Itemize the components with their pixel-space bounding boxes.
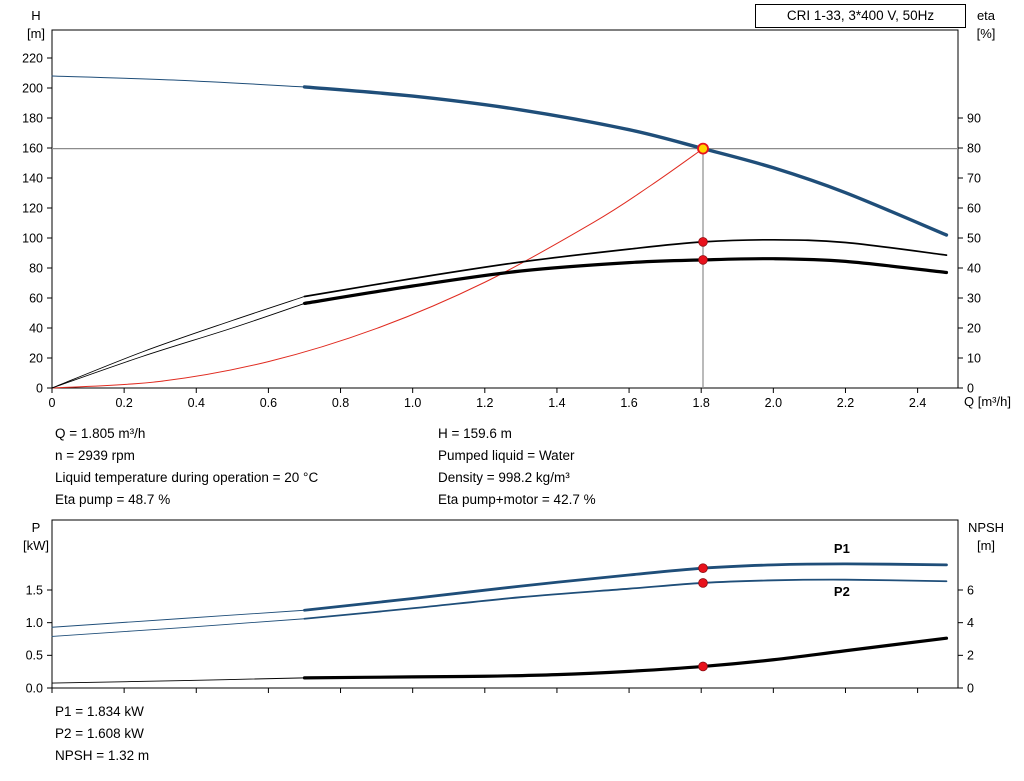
info-eta-pump: Eta pump = 48.7 % [55,492,171,507]
left-axis-tick-label: 220 [22,51,43,65]
info-p2: P2 = 1.608 kW [55,726,144,741]
left-axis-tick-label: 160 [22,141,43,155]
duty-point-marker[interactable] [697,142,709,155]
left-axis-title: H [31,8,40,23]
eta-pump-motor-operating-point-marker [698,255,708,265]
left-axis-tick-label: 80 [29,261,43,275]
info-speed: n = 2939 rpm [55,448,135,463]
x-axis-tick-label: 0 [49,396,56,410]
right-axis-tick-label: 80 [967,141,981,155]
left-axis-title: [m] [27,26,45,41]
left-axis-tick-label: 40 [29,321,43,335]
left-axis-tick-label: 180 [22,111,43,125]
qh-curve [302,85,949,237]
right-axis-title: NPSH [968,520,1004,535]
npsh-operating-point-marker [698,661,708,672]
p1-curve [303,562,948,612]
plot-area[interactable] [51,519,959,689]
x-axis-tick-label: 2.0 [765,396,782,410]
series-label-p1: P1 [834,541,850,556]
right-axis-tick-label: 90 [967,111,981,125]
right-axis-tick-label: 6 [967,583,974,597]
x-axis-tick-label: 1.8 [693,396,710,410]
left-axis-tick-label: 20 [29,351,43,365]
plot-area[interactable] [51,29,959,389]
npsh-curve [302,636,949,680]
right-axis-tick-label: 4 [967,616,974,630]
x-axis-tick-label: 0.6 [260,396,277,410]
right-axis-title: [%] [977,26,996,41]
x-axis-tick-label: 0.4 [188,396,205,410]
right-axis-tick-label: 30 [967,291,981,305]
power-npsh-chart: 0.0 0.5 1.0 1.5 0 2 4 6 P1 P2 P [kW] NPSH [m] [23,519,1004,695]
p1-operating-point-marker [698,563,708,573]
info-pumped-liquid: Pumped liquid = Water [438,448,575,463]
right-axis-tick-label: 10 [967,351,981,365]
duty-point-info-block: Q = 1.805 m³/h n = 2939 rpm Liquid tempe… [0,423,1024,515]
qh-curve-extension [51,75,305,88]
curve-legend-box: CRI 1-33, 3*400 V, 50Hz [755,4,966,28]
p2-operating-point-marker [698,578,708,588]
pump-model-label: CRI 1-33, 3*400 V, 50Hz [786,8,935,23]
left-axis-tick-label: 1.0 [26,616,43,630]
system-curve [51,148,704,389]
x-axis-tick-label: 2.2 [837,396,854,410]
left-axis-tick-label: 0 [36,381,43,395]
x-axis-tick-label: 2.4 [909,396,926,410]
left-axis-title: P [32,520,41,535]
eta-pump-extension [51,296,305,389]
right-axis-tick-label: 60 [967,201,981,215]
right-axis-title: [m] [977,538,995,553]
npsh-extension [51,677,305,684]
left-axis-tick-label: 0.5 [26,649,43,663]
x-axis-title: Q [m³/h] [964,394,1011,409]
info-eta-pump-motor: Eta pump+motor = 42.7 % [438,492,596,507]
left-axis-tick-label: 120 [22,201,43,215]
left-axis-tick-label: 0.0 [26,681,43,695]
x-axis-tick-label: 1.2 [476,396,493,410]
left-axis-tick-label: 140 [22,171,43,185]
eta-pump-curve [303,238,948,298]
info-npsh: NPSH = 1.32 m [55,748,150,763]
info-head: H = 159.6 m [438,426,512,441]
right-axis-title: eta [977,8,996,23]
info-liquid-temperature: Liquid temperature during operation = 20… [55,470,319,485]
p2-extension [51,618,305,637]
eta-pump-operating-point-marker [698,237,708,247]
right-axis-tick-label: 2 [967,649,974,663]
p1-extension [51,609,305,628]
p2-curve [303,578,948,620]
right-axis-tick-label: 0 [967,381,974,395]
right-axis-tick-label: 20 [967,321,981,335]
right-axis-tick-label: 50 [967,231,981,245]
left-axis-title: [kW] [23,538,49,553]
duty-info-left-column: Q = 1.805 m³/h n = 2939 rpm Liquid tempe… [55,423,318,511]
left-axis-tick-label: 100 [22,231,43,245]
eta-pump-motor-curve [302,257,949,305]
eta-pump-motor-extension [51,302,305,389]
series-label-p2: P2 [834,584,850,599]
x-axis-tick-label: 1.4 [548,396,565,410]
x-axis-tick-label: 0.8 [332,396,349,410]
x-axis-tick-label: 1.0 [404,396,421,410]
qh-efficiency-chart: 0 20 40 60 80 100 120 140 160 180 200 220 0 10 20 30 40 5… [22,8,1011,410]
info-p1: P1 = 1.834 kW [55,704,144,719]
x-axis-tick-label: 1.6 [620,396,637,410]
duty-info-right-column: H = 159.6 m Pumped liquid = Water Densit… [438,423,596,511]
info-flow: Q = 1.805 m³/h [55,426,146,441]
power-npsh-info-block: P1 = 1.834 kW P2 = 1.608 kW NPSH = 1.32 … [55,701,149,767]
left-axis-tick-label: 1.5 [26,583,43,597]
left-axis-tick-label: 200 [22,81,43,95]
right-axis-tick-label: 40 [967,261,981,275]
info-density: Density = 998.2 kg/m³ [438,470,570,485]
right-axis-tick-label: 0 [967,681,974,695]
right-axis-tick-label: 70 [967,171,981,185]
x-axis-tick-label: 0.2 [115,396,132,410]
left-axis-tick-label: 60 [29,291,43,305]
